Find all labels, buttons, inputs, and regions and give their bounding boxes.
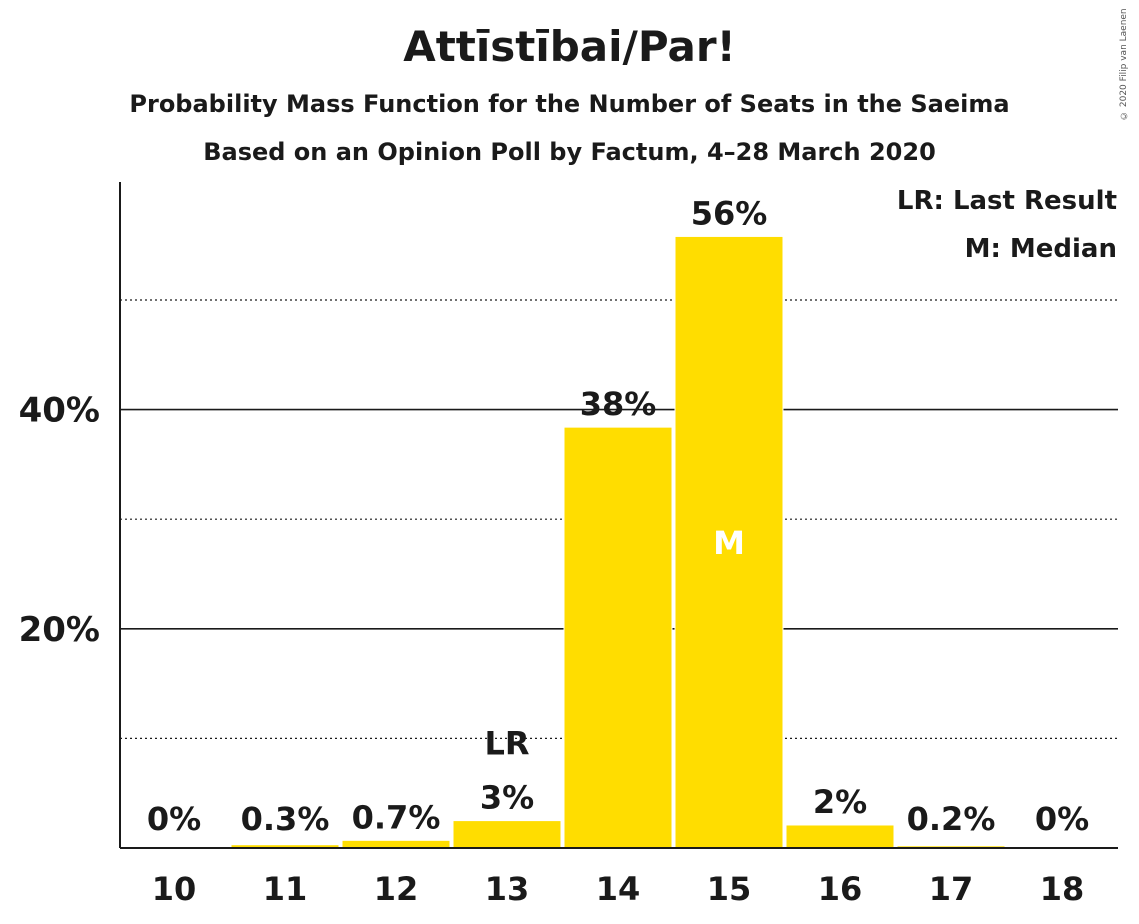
- legend-last-result: LR: Last Result: [897, 186, 1117, 216]
- data-label: 3%: [480, 779, 534, 817]
- median-marker: M: [713, 524, 745, 562]
- last-result-marker: LR: [484, 725, 529, 763]
- bar-seats-14: [563, 426, 673, 849]
- data-label: 38%: [580, 385, 657, 423]
- x-tick-label: 14: [596, 870, 641, 908]
- chart-title: Attīstībai/Par!: [403, 22, 736, 71]
- data-label: 0%: [147, 800, 201, 838]
- chart-source-subtitle: Based on an Opinion Poll by Factum, 4–28…: [203, 138, 936, 166]
- bar-seats-12: [341, 839, 451, 849]
- bar-seats-15: [674, 235, 784, 849]
- x-tick-label: 13: [485, 870, 530, 908]
- data-label: 0%: [1035, 800, 1089, 838]
- data-label: 0.3%: [241, 800, 330, 838]
- x-tick-label: 11: [263, 870, 308, 908]
- data-label: 2%: [813, 783, 867, 821]
- data-label: 56%: [691, 194, 768, 232]
- x-tick-label: 15: [707, 870, 752, 908]
- x-tick-label: 10: [152, 870, 197, 908]
- bar-seats-16: [785, 824, 895, 849]
- x-tick-label: 17: [929, 870, 974, 908]
- data-label: 0.7%: [352, 798, 441, 836]
- y-tick-label: 40%: [19, 391, 100, 431]
- legend-median: M: Median: [965, 234, 1117, 264]
- x-tick-label: 16: [818, 870, 863, 908]
- x-tick-label: 18: [1040, 870, 1085, 908]
- bar-seats-13: [452, 820, 562, 849]
- chart-subtitle: Probability Mass Function for the Number…: [129, 90, 1010, 118]
- y-tick-label: 20%: [19, 610, 100, 650]
- x-tick-label: 12: [374, 870, 419, 908]
- data-label: 0.2%: [907, 800, 996, 838]
